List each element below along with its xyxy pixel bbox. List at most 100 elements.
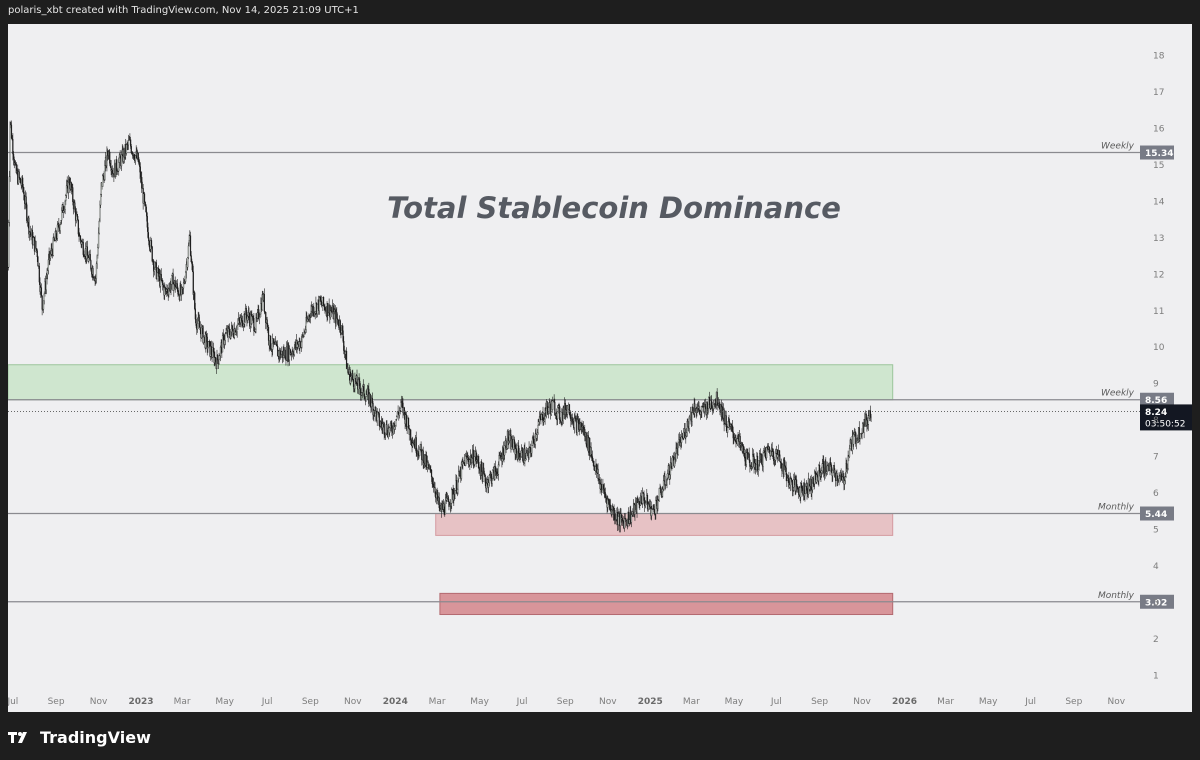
candle-body-1224 — [860, 433, 862, 439]
candle-body-362 — [259, 314, 261, 318]
candle-body-579 — [410, 439, 412, 443]
candle-body-789 — [557, 407, 559, 420]
level-tag-text-2: 5.44 — [1145, 510, 1167, 520]
candle-body-1214 — [853, 434, 855, 445]
candle-body-1144 — [804, 493, 806, 496]
candle-body-8 — [12, 153, 15, 160]
x-tick-label: Jul — [1024, 697, 1036, 707]
candle-body-1126 — [791, 479, 793, 491]
candle-body-1125 — [791, 479, 793, 481]
candle-body-118 — [89, 254, 91, 261]
candle-body-365 — [261, 294, 263, 310]
candle-body-637 — [451, 489, 453, 504]
candle-body-691 — [488, 475, 490, 483]
x-tick-label: 2026 — [892, 697, 917, 707]
candle-body-1107 — [778, 450, 780, 455]
candle-body-73 — [58, 223, 60, 229]
candle-body-943 — [664, 475, 666, 486]
candle-body-1060 — [745, 452, 748, 465]
candle-body-859 — [605, 497, 607, 500]
y-tick-label: 14 — [1153, 197, 1165, 207]
candle-body-566 — [401, 401, 403, 404]
candle-body-996 — [701, 406, 703, 412]
candle-body-1064 — [748, 453, 750, 461]
candle-body-976 — [687, 420, 689, 428]
candle-body-1206 — [847, 455, 849, 469]
price-chart[interactable]: Weekly 15.34 Weekly 8.56 Monthly 5.44 Monthly 3… — [8, 24, 1192, 712]
x-tick-label: May — [725, 697, 744, 707]
candle-body-1084 — [762, 452, 764, 467]
candle-body-151 — [112, 173, 114, 175]
x-tick-label: Sep — [48, 697, 65, 707]
candle-body-237 — [172, 273, 174, 291]
candle-body-292 — [210, 346, 213, 355]
current-price-value: 8.24 — [1145, 408, 1167, 418]
candle-body-1074 — [755, 464, 757, 471]
candle-body-84 — [65, 185, 68, 196]
candle-body-266 — [192, 271, 194, 295]
candle-body-480 — [341, 325, 343, 331]
candle-body-853 — [601, 489, 603, 493]
candle-body-1076 — [756, 455, 759, 472]
candle-body-385 — [275, 341, 277, 345]
candle-body-146 — [109, 151, 111, 164]
candle-body-259 — [187, 245, 190, 259]
candle-body-2 — [8, 176, 10, 223]
candle-body-444 — [316, 304, 318, 315]
candle-body-482 — [343, 341, 345, 351]
candle-body-950 — [669, 474, 671, 480]
y-tick-label: 15 — [1153, 161, 1164, 171]
candle-body-1169 — [821, 463, 823, 471]
y-tick-label: 1 — [1153, 671, 1159, 681]
candle-body-1052 — [740, 443, 742, 445]
candle-body-1168 — [821, 470, 823, 473]
candle-body-586 — [415, 437, 417, 453]
candle-body-1122 — [789, 484, 791, 488]
candle-body-955 — [672, 455, 674, 458]
candle-body-589 — [417, 451, 419, 455]
y-tick-label: 4 — [1153, 562, 1159, 572]
candle-body-338 — [242, 324, 245, 327]
candle-body-677 — [479, 468, 481, 471]
candle-body-700 — [495, 466, 497, 473]
candle-body-1186 — [833, 465, 835, 471]
candle-body-287 — [207, 347, 209, 350]
candle-body-705 — [498, 455, 500, 465]
candle-body-439 — [313, 306, 315, 316]
candle-body-263 — [190, 255, 192, 263]
candle-body-133 — [100, 194, 102, 206]
candle-body-196 — [143, 193, 146, 203]
candle-body-369 — [264, 311, 266, 313]
candle-body-197 — [144, 201, 146, 206]
candle-body-427 — [304, 329, 307, 333]
candle-body-992 — [698, 405, 700, 411]
candle-body-1193 — [838, 476, 840, 482]
candle-body-1058 — [744, 449, 746, 462]
candle-body-813 — [573, 418, 575, 429]
candle-body-855 — [603, 484, 605, 489]
candle-body-75 — [59, 224, 61, 231]
candle-body-119 — [90, 260, 92, 270]
candle-body-776 — [547, 407, 550, 414]
chart-area[interactable]: Weekly 15.34 Weekly 8.56 Monthly 5.44 Monthly 3… — [8, 24, 1192, 712]
current-price-countdown: 03:50:52 — [1145, 419, 1185, 429]
candle-body-264 — [191, 261, 193, 265]
candle-body-704 — [497, 464, 500, 475]
x-tick-label: 2025 — [638, 697, 663, 707]
candle-body-355 — [254, 329, 256, 332]
candle-body-229 — [166, 289, 169, 293]
candle-body-538 — [382, 423, 384, 428]
candle-body-45 — [38, 265, 40, 283]
candle-body-520 — [369, 393, 371, 404]
candle-body-563 — [399, 408, 401, 411]
candle-body-327 — [235, 332, 237, 335]
candle-body-278 — [201, 327, 203, 338]
level-tag-text-3: 3.02 — [1145, 598, 1167, 608]
candle-body-504 — [358, 378, 360, 382]
candle-body-5 — [10, 124, 13, 139]
candle-body-793 — [559, 419, 562, 423]
candle-body-241 — [175, 286, 177, 290]
candle-body-1190 — [836, 473, 838, 481]
x-tick-label: Nov — [1108, 697, 1126, 707]
x-tick-label: 2023 — [129, 697, 154, 707]
